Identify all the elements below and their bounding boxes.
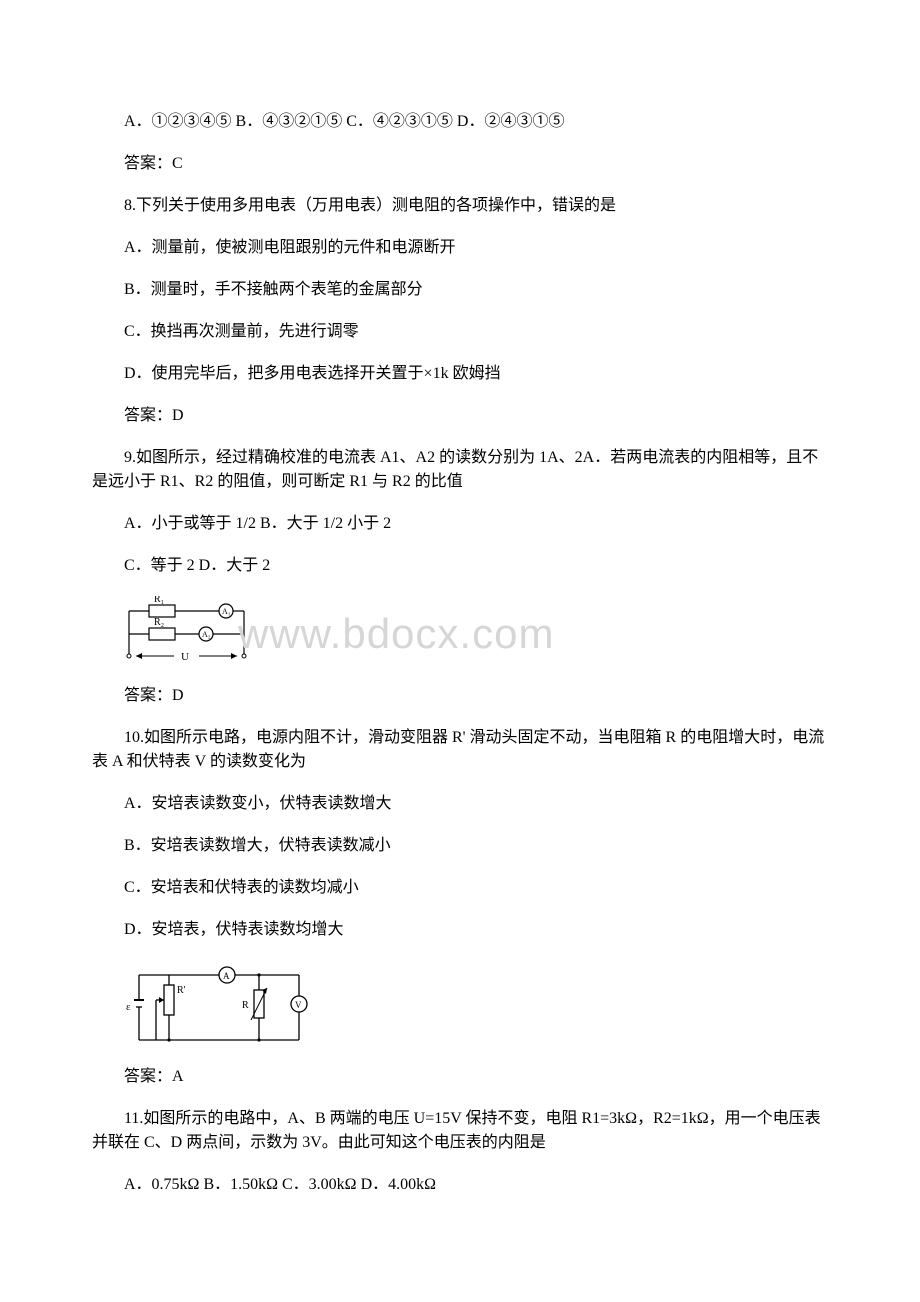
q11-stem: 11.如图所示的电路中，A、B 两端的电压 U=15V 保持不变，电阻 R1=3…	[92, 1107, 828, 1155]
q8-optB: B．测量时，手不接触两个表笔的金属部分	[92, 278, 828, 302]
q10-stem: 10.如图所示电路，电源内阻不计，滑动变阻器 R' 滑动头固定不动，当电阻箱 R…	[92, 726, 828, 774]
q10-label-A: A	[223, 971, 230, 981]
q8-answer: 答案：D	[92, 404, 828, 428]
q9-optCD: C．等于 2 D．大于 2	[92, 554, 828, 578]
q10-label-V: V	[295, 1000, 302, 1010]
q10-optD: D．安培表，伏特表读数均增大	[92, 918, 828, 942]
q10-label-Rp: R'	[177, 985, 186, 996]
q9-label-R2: R₂	[154, 617, 164, 628]
q10-label-R: R	[242, 1000, 249, 1011]
q9-label-A2: A₂	[202, 630, 211, 639]
q10-optC: C．安培表和伏特表的读数均减小	[92, 876, 828, 900]
q9-optAB: A．小于或等于 1/2 B．大于 1/2 小于 2	[92, 512, 828, 536]
q9-label-A1: A₁	[222, 607, 231, 616]
q9-label-R1: R₁	[154, 596, 164, 605]
q9-answer: 答案：D	[92, 684, 828, 708]
q8-stem: 8.下列关于使用多用电表（万用电表）测电阻的各项操作中，错误的是	[92, 194, 828, 218]
q10-answer: 答案：A	[92, 1065, 828, 1089]
q8-optC: C．换挡再次测量前，先进行调零	[92, 320, 828, 344]
q11-options: A．0.75kΩ B．1.50kΩ C．3.00kΩ D．4.00kΩ	[92, 1173, 828, 1197]
q9-label-U: U	[181, 651, 189, 663]
q7-options: A．①②③④⑤ B．④③②①⑤ C．④②③①⑤ D．②④③①⑤	[92, 110, 828, 134]
q9-stem: 9.如图所示，经过精确校准的电流表 A1、A2 的读数分别为 1A、2A．若两电…	[92, 446, 828, 494]
q10-optA: A．安培表读数变小，伏特表读数增大	[92, 792, 828, 816]
q10-label-eps: ε	[126, 1001, 131, 1013]
q9-figure: R₁ A₁ R₂ A₂ U	[124, 596, 828, 674]
q8-optD: D．使用完毕后，把多用电表选择开关置于×1k 欧姆挡	[92, 362, 828, 386]
q10-optB: B．安培表读数增大，伏特表读数减小	[92, 834, 828, 858]
q8-optA: A．测量前，使被测电阻跟别的元件和电源断开	[92, 236, 828, 260]
q10-figure: ε A R' R	[124, 960, 828, 1055]
q7-answer: 答案：C	[92, 152, 828, 176]
